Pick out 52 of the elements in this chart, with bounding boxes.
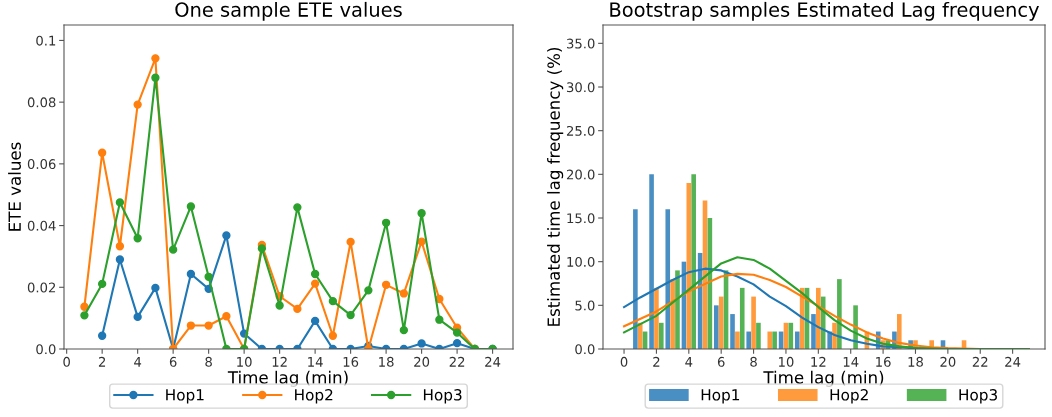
x-tick-label: 24 (485, 356, 501, 367)
legend-label: Hop1 (166, 389, 204, 404)
y-tick-label: 0.02 (27, 282, 56, 293)
y-tick-label: 0.06 (27, 159, 56, 170)
x-tick-label: 0 (63, 356, 70, 367)
chart-title: One sample ETE values (175, 1, 402, 21)
x-tick-label: 22 (449, 356, 465, 367)
y-tick-label: 0.04 (27, 220, 56, 231)
x-tick-label: 14 (308, 357, 323, 367)
legend-label: Hop3 (959, 389, 997, 404)
legend-label: Hop2 (830, 389, 868, 404)
y-tick-label: 5.0 (575, 300, 595, 311)
y-tick-label: 25.0 (566, 125, 595, 136)
y-tick-label: 10.0 (567, 256, 595, 267)
x-tick-label: 16 (876, 356, 891, 367)
x-tick-label: 6 (717, 356, 725, 367)
y-tick-label: 20.0 (566, 169, 595, 180)
y-tick-label: 15.0 (567, 213, 595, 224)
x-axis-title: Time lag (min) (763, 370, 884, 387)
legend-label: Hop3 (423, 389, 462, 404)
x-tick-label: 4 (685, 357, 693, 367)
y-axis-title: Estimated time lag frequency (%) (547, 47, 564, 326)
x-tick-label: 12 (811, 356, 826, 367)
legend-label: Hop2 (295, 389, 333, 404)
y-tick-label: 30.0 (566, 82, 595, 93)
x-tick-label: 24 (1005, 356, 1021, 367)
x-tick-label: 18 (379, 356, 394, 367)
x-tick-label: 18 (908, 356, 923, 367)
x-tick-label: 22 (972, 356, 988, 367)
x-tick-label: 8 (205, 356, 212, 367)
y-axis-title: ETE values (8, 142, 21, 231)
y-tick-label: 0.0 (36, 344, 56, 355)
x-tick-label: 20 (940, 356, 956, 367)
x-tick-label: 2 (98, 356, 106, 367)
x-tick-label: 14 (843, 357, 859, 367)
y-tick-label: 35.0 (566, 38, 595, 49)
x-tick-label: 6 (169, 356, 177, 367)
chart-title: Bootstrap samples Estimated Lag frequency (610, 1, 1039, 21)
x-tick-label: 0 (620, 356, 628, 367)
x-tick-label: 10 (237, 356, 252, 367)
x-tick-label: 20 (414, 356, 430, 367)
x-tick-label: 2 (653, 356, 660, 367)
y-tick-label: 0.08 (27, 97, 56, 108)
y-tick-label: 0.1 (36, 35, 56, 46)
x-tick-label: 4 (134, 357, 142, 367)
x-tick-label: 12 (272, 356, 287, 367)
x-axis-title: Time lag (min) (227, 370, 348, 387)
legend-label: Hop1 (701, 389, 740, 404)
x-tick-label: 16 (343, 356, 359, 367)
y-tick-label: 0.0 (575, 344, 595, 355)
x-tick-label: 8 (750, 356, 757, 367)
x-tick-label: 10 (779, 356, 794, 367)
